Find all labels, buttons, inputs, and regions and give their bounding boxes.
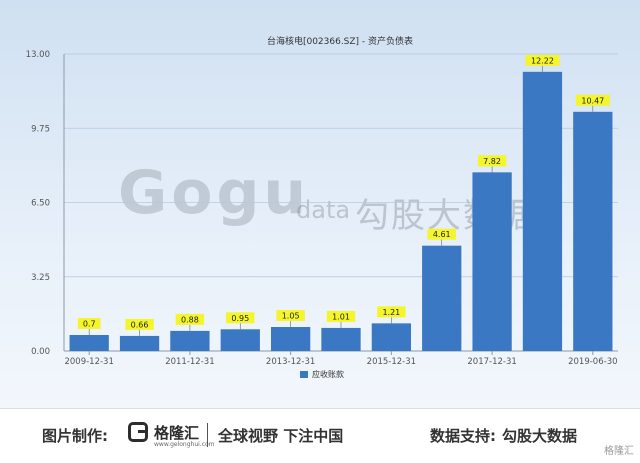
data-label-bg [525,54,560,66]
x-tick-label: 2011-12-31 [165,357,214,367]
data-label: 1.05 [282,312,300,321]
data-label: 12.22 [531,56,554,65]
data-label-bg [326,310,356,322]
x-tick-label: 2019-06-30 [568,357,617,367]
data-label: 0.95 [231,314,249,323]
data-label: 10.47 [581,96,604,105]
y-tick-label: 3.25 [31,273,50,283]
data-support-label: 数据支持: [430,427,496,445]
bar [69,335,109,351]
bar [321,327,361,351]
bar-chart: 台海核电[002366.SZ] - 资产负债表 0.00 3.25 6.50 9.75 1… [26,35,618,379]
bar [573,111,613,351]
footer-divider [207,423,208,447]
x-tick-label: 2009-12-31 [64,357,113,367]
watermark-gogu-logo: Gogu [118,158,311,228]
bar [119,335,160,351]
footer-bar: 图片制作: 格隆汇 www.gelonghui.com 全球视野 下注中国 数据… [0,408,640,463]
slogan: 全球视野 下注中国 [218,427,344,445]
bar [472,172,512,351]
data-label: 4.61 [433,230,451,239]
legend-swatch [300,371,308,378]
data-label: 1.21 [382,308,400,317]
bar [170,330,210,351]
data-label: 1.01 [332,312,350,321]
bar [220,329,260,351]
data-label-bg [125,318,154,330]
data-label-bg [77,318,101,330]
x-tick-label: 2017-12-31 [467,357,516,367]
x-tick-label: 2015-12-31 [367,357,416,367]
data-label-bg [427,228,456,240]
brand-url: www.gelonghui.com [154,441,215,448]
data-label: 0.66 [131,320,149,329]
chart-title: 台海核电[002366.SZ] - 资产负债表 [267,35,413,47]
data-support-name: 勾股大数据 [502,427,578,445]
bar [270,327,311,351]
y-tick-label: 6.50 [31,199,50,209]
data-label-bg [377,306,406,318]
data-label: 7.82 [483,157,501,166]
y-tick-label: 0.00 [31,347,50,357]
x-tick-label: 2013-12-31 [266,357,315,367]
bar [422,245,462,351]
data-label-bg [575,94,610,106]
legend-label: 应收账款 [312,369,344,379]
data-label-bg [477,155,507,167]
y-tick-label: 9.75 [31,124,50,134]
data-label: 0.7 [83,320,96,329]
y-tick-label: 13.00 [26,50,50,60]
bar [522,71,563,351]
brand-logo-icon [128,422,148,442]
brand-name: 格隆汇 [154,424,200,442]
data-label: 0.88 [181,315,199,324]
watermark-data-text: data [296,196,351,224]
data-label-bg [276,310,305,322]
bar [371,323,412,351]
corner-watermark: 格隆汇 [604,446,634,457]
chart-area: Gogu data 勾股大数据 台海核电[002366.SZ] - 资产负债表 0… [0,0,640,408]
made-by-label: 图片制作: [42,427,108,445]
data-label-bg [226,312,255,324]
data-label-bg [175,313,205,325]
